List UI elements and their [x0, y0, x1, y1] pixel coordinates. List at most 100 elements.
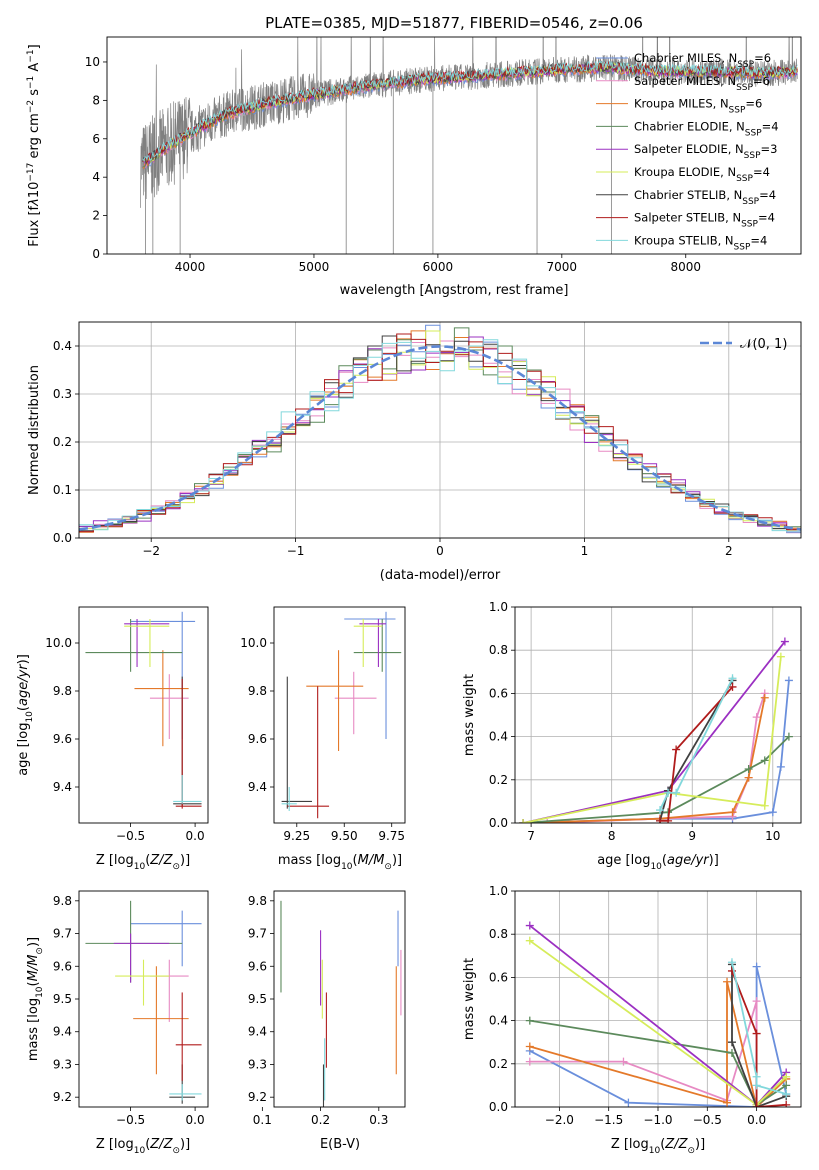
y-tick-label: 9.3	[53, 1057, 72, 1071]
weight-marker	[664, 788, 673, 797]
weight-marker	[656, 816, 665, 823]
x-tick-label: 9	[688, 829, 696, 843]
weight-marker	[768, 808, 777, 817]
y-tick-label: 9.4	[248, 780, 267, 794]
legend-label: Chabrier STELIB, NSSP=4	[634, 188, 776, 207]
y-tick-label: 9.7	[53, 927, 72, 941]
histograms	[79, 324, 801, 534]
weight-marker	[782, 1081, 791, 1090]
weight-marker	[519, 819, 528, 823]
z_vs_age-errorbars	[85, 611, 202, 809]
y-tick-label: 9.2	[248, 1090, 267, 1104]
weight-marker	[723, 977, 732, 986]
hist-frame	[78, 321, 802, 539]
weight-marker	[782, 1090, 791, 1099]
weight-marker	[776, 652, 785, 661]
ebv-mass-xlabel: E(B-V)	[320, 1137, 360, 1152]
y-tick-label: 0.8	[489, 643, 508, 657]
weight-marker	[752, 997, 761, 1006]
z-age-xlabel: Z [log10(Z/Z⊙)]	[96, 853, 190, 872]
mass_vs_age-frame	[273, 606, 406, 824]
z-mass-xlabel: Z [log10(Z/Z⊙)]	[96, 1137, 190, 1156]
z-weight-xlabel: Z [log10(Z/Z⊙)]	[611, 1137, 705, 1156]
weight-marker	[656, 806, 665, 815]
weight-marker	[782, 1072, 791, 1081]
weight-line-7	[731, 970, 787, 1107]
y-tick-label: 10.0	[240, 636, 267, 650]
x-tick-label: −1	[287, 544, 305, 558]
y-tick-label: 6	[92, 132, 100, 146]
legend-label: Salpeter ELODIE, NSSP=3	[634, 142, 777, 161]
spectrum-xlabel: wavelength [Angstrom, rest frame]	[340, 283, 569, 298]
weight-line-6	[731, 964, 787, 1107]
spectrum-title: PLATE=0385, MJD=51877, FIBERID=0546, z=0…	[265, 14, 643, 32]
y-tick-label: 9.4	[53, 1025, 72, 1039]
weight-marker	[784, 732, 793, 741]
y-tick-label: 9.8	[53, 684, 72, 698]
x-tick-label: 0.0	[186, 829, 205, 843]
z_vs_mass-errorbars	[85, 900, 202, 1104]
weight-marker	[752, 1081, 761, 1090]
y-tick-label: 9.6	[248, 732, 267, 746]
y-tick-label: 9.2	[53, 1090, 72, 1104]
weight-marker	[780, 637, 789, 646]
weight-line-0	[523, 680, 790, 823]
legend-label: Kroupa MILES, NSSP=6	[634, 97, 762, 116]
weight-marker	[776, 762, 785, 771]
y-tick-label: 1.0	[489, 884, 508, 898]
y-tick-label: 0.6	[489, 686, 508, 700]
weight-marker	[525, 1016, 534, 1025]
z-age-ylabel: age [log10(age/yr)]	[16, 654, 35, 776]
spectrum-ylabel: Flux [fλ10−17 erg cm−2 s−1 A−1]	[26, 44, 42, 246]
y-tick-label: 0.0	[489, 1100, 508, 1114]
y-tick-label: 0.0	[489, 816, 508, 830]
x-tick-label: 7000	[547, 260, 578, 274]
weight-marker	[752, 962, 761, 971]
weight-marker	[525, 1042, 534, 1051]
weight-marker	[784, 676, 793, 685]
weight-marker	[752, 1072, 761, 1081]
y-tick-label: 9.3	[248, 1057, 267, 1071]
y-tick-label: 0.2	[489, 773, 508, 787]
legend-label: Kroupa ELODIE, NSSP=4	[634, 165, 770, 184]
x-tick-label: −0.5	[116, 1113, 145, 1127]
legend-label: Salpeter STELIB, NSSP=4	[634, 211, 775, 230]
y-tick-label: 2	[92, 209, 100, 223]
ebv_vs_mass-errorbars	[280, 900, 402, 1107]
weight-marker	[672, 745, 681, 754]
y-tick-label: 8	[92, 93, 100, 107]
y-tick-label: 0.4	[53, 339, 72, 353]
legend-label: Chabrier ELODIE, NSSP=4	[634, 119, 779, 138]
weight-marker	[752, 1029, 761, 1038]
weight-marker	[744, 765, 753, 773]
weight-marker	[760, 756, 769, 765]
z-mass-ylabel: mass [log10(M/M⊙)]	[26, 937, 45, 1061]
z_vs_weight-frame	[514, 890, 802, 1108]
weight-marker	[744, 773, 753, 782]
y-tick-label: 10.0	[45, 636, 72, 650]
z_vs_age-frame	[78, 606, 209, 824]
weight-line-8	[659, 677, 734, 811]
x-tick-label: 0.1	[253, 1113, 272, 1127]
y-tick-label: 0.2	[53, 435, 72, 449]
y-tick-label: 9.8	[248, 894, 267, 908]
x-tick-label: 0.0	[186, 1113, 205, 1127]
weight-marker	[525, 921, 534, 930]
x-tick-label: 9.25	[283, 829, 310, 843]
gaussian-curve	[79, 345, 801, 531]
weight-marker	[624, 1098, 633, 1107]
y-tick-label: 0.4	[489, 1014, 508, 1028]
y-tick-label: 9.5	[53, 992, 72, 1006]
weight-marker	[752, 1103, 761, 1107]
x-tick-label: 7	[527, 829, 535, 843]
x-tick-label: −0.5	[116, 829, 145, 843]
x-tick-label: 1	[581, 544, 589, 558]
y-tick-label: 9.7	[248, 927, 267, 941]
weight-marker	[727, 1038, 736, 1047]
weight-line-0	[529, 966, 788, 1107]
x-tick-label: −0.5	[693, 1113, 722, 1127]
weight-line-1	[547, 693, 766, 823]
x-tick-label: 6000	[423, 260, 454, 274]
y-tick-label: 1.0	[489, 600, 508, 614]
